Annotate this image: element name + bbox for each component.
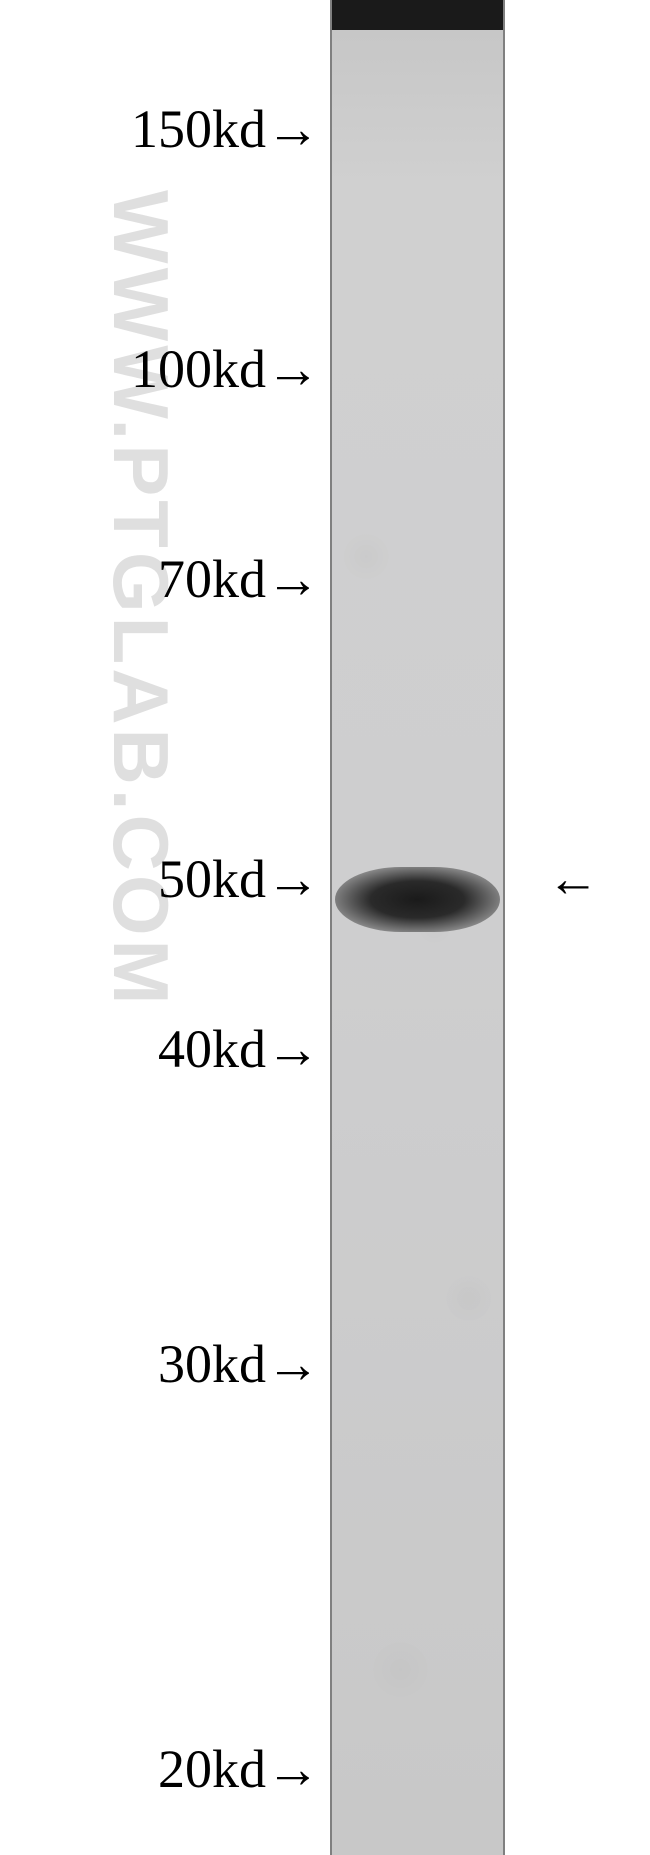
western-blot-figure: WWW.PTGLAB.COM 150kd→100kd→70kd→50kd→40k… (0, 0, 650, 1855)
mw-marker-label: 20kd (158, 1739, 266, 1799)
mw-marker-label: 50kd (158, 849, 266, 909)
arrow-right-icon: → (266, 1333, 320, 1395)
arrow-right-icon: → (266, 548, 320, 610)
mw-marker-50: 50kd→ (158, 848, 320, 910)
arrow-right-icon: → (266, 98, 320, 160)
arrow-right-icon: → (266, 1738, 320, 1800)
mw-marker-70: 70kd→ (158, 548, 320, 610)
mw-marker-label: 100kd (131, 339, 266, 399)
result-indicator-arrow: ← (547, 849, 599, 909)
arrow-right-icon: → (266, 338, 320, 400)
mw-marker-150: 150kd→ (131, 98, 320, 160)
protein-band (335, 867, 500, 932)
mw-marker-label: 30kd (158, 1334, 266, 1394)
mw-marker-100: 100kd→ (131, 338, 320, 400)
mw-marker-label: 70kd (158, 549, 266, 609)
mw-marker-label: 150kd (131, 99, 266, 159)
arrow-right-icon: → (266, 1018, 320, 1080)
blot-lane (330, 0, 505, 1855)
lane-top-band (332, 0, 503, 30)
arrow-right-icon: → (266, 848, 320, 910)
mw-marker-20: 20kd→ (158, 1738, 320, 1800)
mw-marker-label: 40kd (158, 1019, 266, 1079)
mw-marker-40: 40kd→ (158, 1018, 320, 1080)
mw-marker-30: 30kd→ (158, 1333, 320, 1395)
